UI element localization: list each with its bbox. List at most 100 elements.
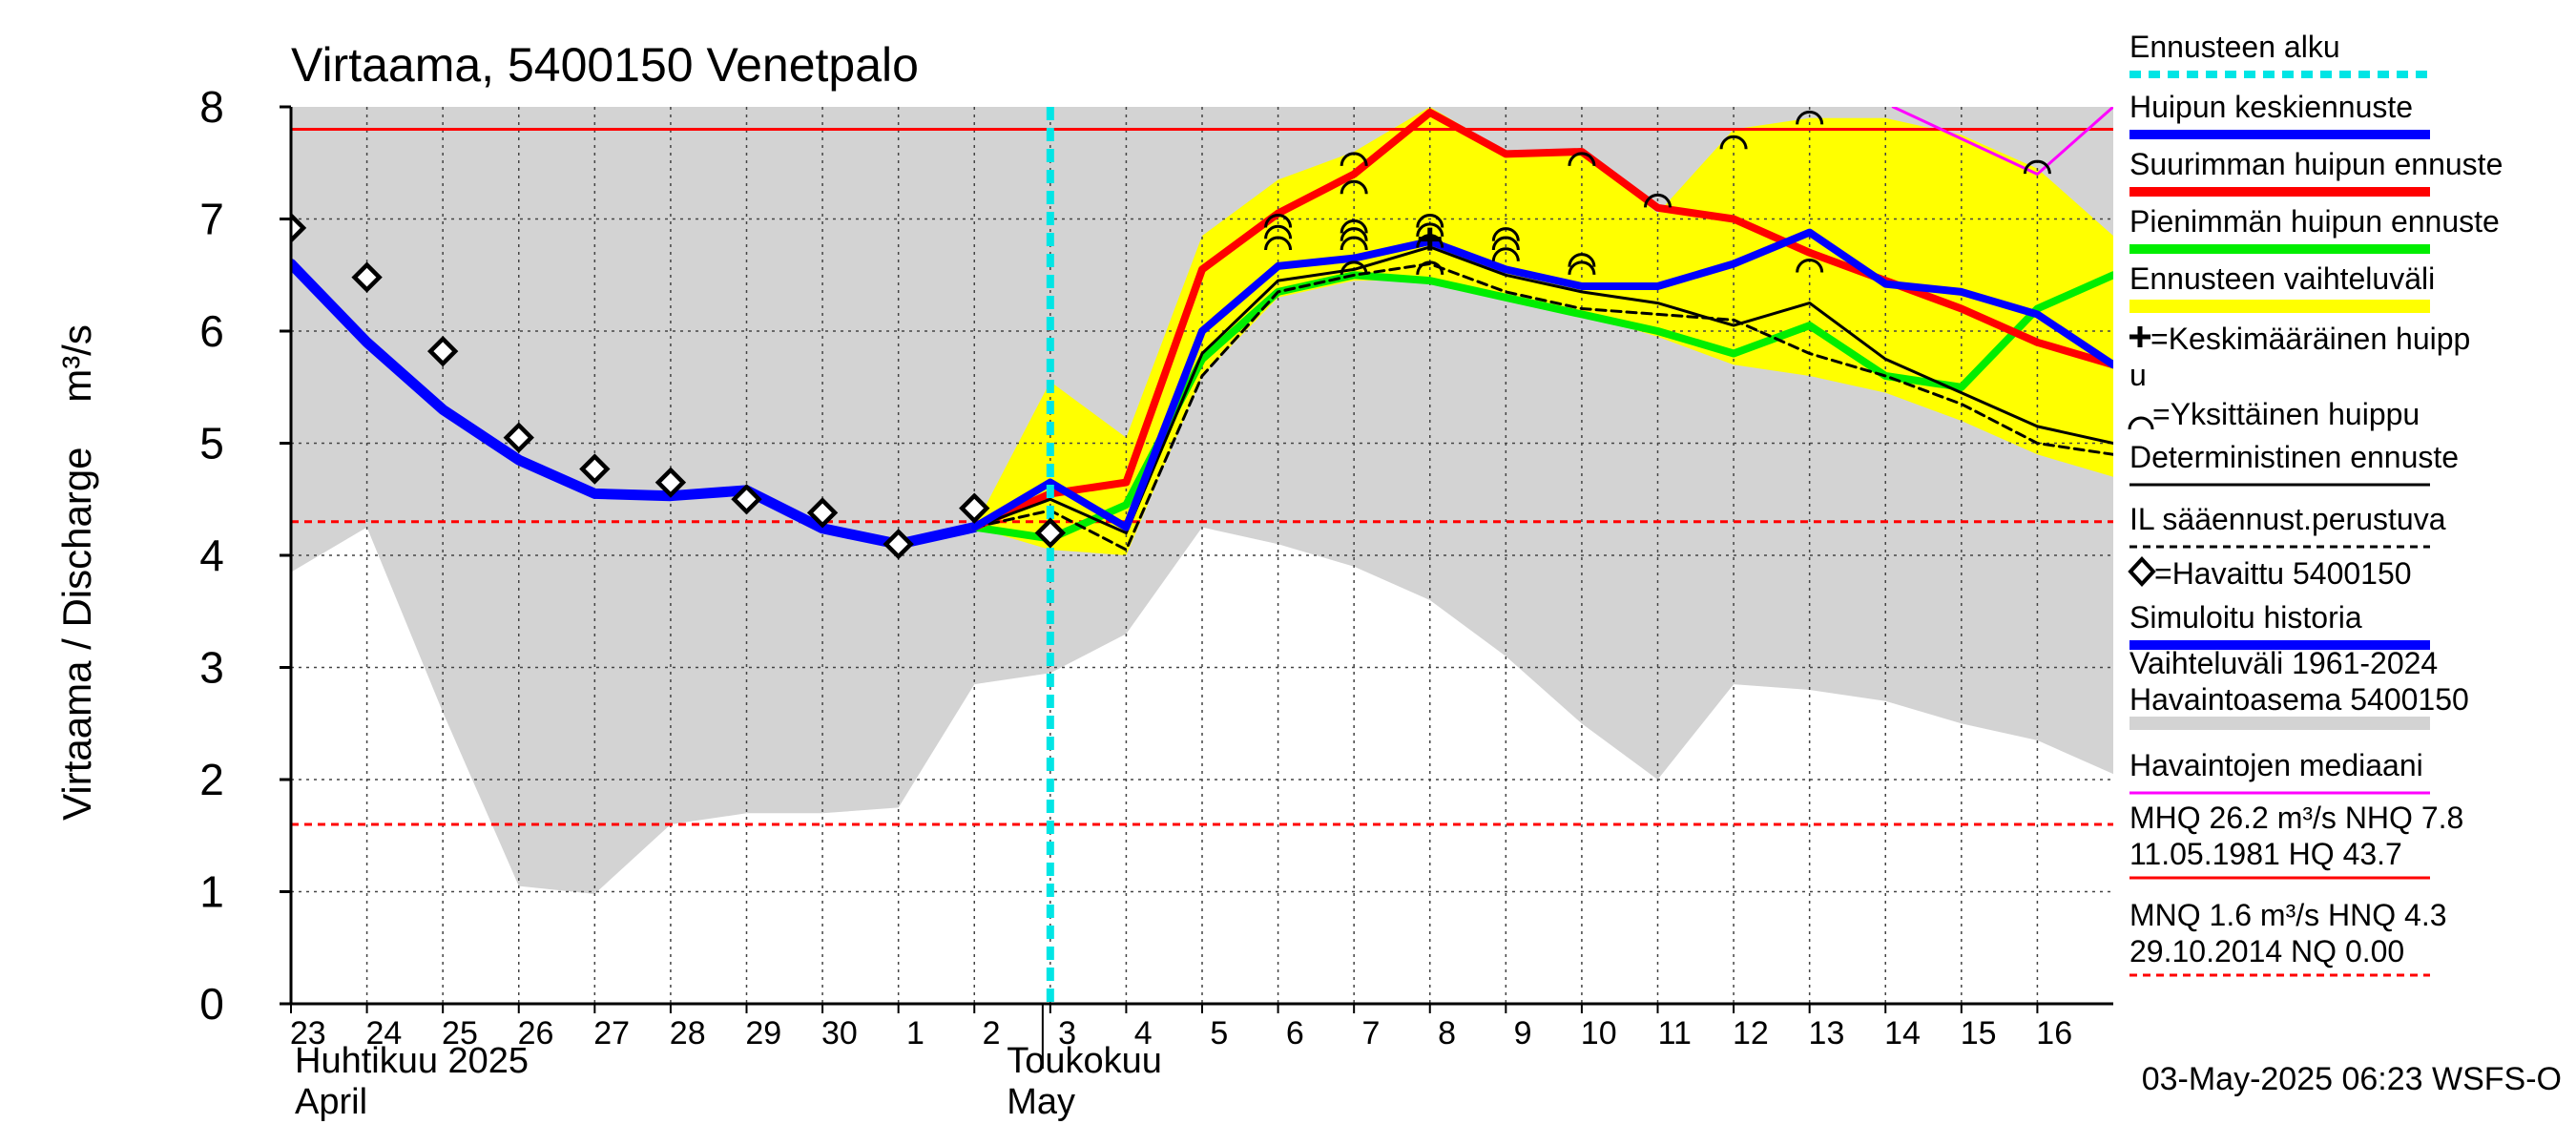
- series-simuloitu-historia: [291, 259, 980, 550]
- observed-marker: [654, 467, 687, 498]
- single-peak-marker: [1719, 135, 1748, 150]
- x-tick-label: 11: [1658, 1015, 1692, 1051]
- series-huipun-keskiennuste: [970, 228, 2113, 531]
- month-label: Huhtikuu 2025: [295, 1041, 529, 1081]
- legend-label: Deterministinen ennuste: [2129, 440, 2459, 474]
- x-tick-label: 25: [442, 1015, 478, 1051]
- x-tick-label: 16: [2036, 1015, 2072, 1051]
- single-peak-marker: [1340, 236, 1368, 251]
- series-suurimman-huipun-ennuste: [970, 108, 2113, 531]
- series-havaintojen-mediaani: [1891, 107, 2113, 176]
- forecast-range-band: [974, 107, 2113, 555]
- single-peak-marker: [1416, 260, 1444, 275]
- legend-item: IL sääennust.perustuva: [2129, 502, 2446, 549]
- observed-marker: [731, 484, 762, 515]
- single-peak-marker: [1568, 260, 1596, 275]
- x-tick-label: 26: [518, 1015, 554, 1051]
- x-tick-label: 27: [593, 1015, 630, 1051]
- y-tick-label: 8: [199, 82, 224, 132]
- legend: Ennusteen alku Huipun keskiennuste Suurimm…: [2128, 30, 2503, 977]
- month-label: Toukokuu: [1007, 1041, 1162, 1081]
- observed-marker: [503, 422, 534, 453]
- x-tick-label: 13: [1809, 1015, 1845, 1051]
- legend-label: Ennusteen alku: [2129, 30, 2340, 64]
- legend-item: Suurimman huipun ennuste: [2129, 147, 2503, 197]
- x-tick-label: 7: [1361, 1015, 1380, 1051]
- legend-item: Pienimmän huipun ennuste: [2129, 204, 2500, 254]
- legend-label-second-line: Havaintoasema 5400150: [2129, 682, 2469, 717]
- single-peak-marker: [1340, 219, 1368, 234]
- legend-label: Ennusteen vaihteluväli: [2129, 261, 2435, 296]
- observed-marker: [806, 497, 839, 529]
- observed-marker: [291, 212, 307, 244]
- y-tick-label: 5: [199, 419, 224, 468]
- legend-label: =Keskimääräinen huipp: [2150, 322, 2470, 356]
- x-tick-label: 14: [1884, 1015, 1921, 1051]
- single-peak-marker: [1568, 253, 1596, 267]
- legend-item: Huipun keskiennuste: [2129, 90, 2430, 139]
- legend-label: MHQ 26.2 m³/s NHQ 7.8: [2129, 801, 2463, 835]
- observed-marker: [1034, 517, 1067, 549]
- x-tick-label: 6: [1286, 1015, 1304, 1051]
- legend-item: Ennusteen vaihteluväli: [2129, 261, 2435, 313]
- y-tick-label: 1: [199, 867, 224, 917]
- legend-item: Havaintojen mediaani: [2129, 748, 2430, 795]
- single-peak-marker: [1340, 179, 1368, 195]
- single-peak-marker: [1491, 236, 1520, 251]
- legend-label: Huipun keskiennuste: [2129, 90, 2413, 124]
- legend-item: =Yksittäinen huippu: [2128, 397, 2420, 431]
- legend-item: MNQ 1.6 m³/s HNQ 4.329.10.2014 NQ 0.00: [2129, 898, 2447, 977]
- observed-marker: [959, 492, 990, 524]
- legend-label: Suurimman huipun ennuste: [2129, 147, 2503, 181]
- single-peak-marker: [1796, 110, 1824, 125]
- legend-item: Ennusteen alku: [2129, 30, 2430, 78]
- single-peak-marker: [1340, 227, 1368, 241]
- y-tick-label: 4: [199, 531, 224, 580]
- legend-label: =Yksittäinen huippu: [2152, 397, 2420, 431]
- x-tick-label: 5: [1210, 1015, 1228, 1051]
- single-peak-marker: [1416, 222, 1444, 238]
- legend-label: IL sääennust.perustuva: [2129, 502, 2446, 536]
- legend-item: =Havaittu 5400150: [2128, 556, 2412, 591]
- observed-marker: [351, 261, 383, 293]
- x-tick-label: 9: [1514, 1015, 1532, 1051]
- x-tick-label: 3: [1058, 1015, 1076, 1051]
- x-tick-label: 23: [290, 1015, 326, 1051]
- legend-item: =Keskimääräinen huippu: [2129, 322, 2470, 392]
- x-tick-label: 4: [1134, 1015, 1153, 1051]
- mean-peak-marker: [1418, 227, 1442, 251]
- series-deterministinen-ennuste: [972, 245, 2113, 534]
- x-tick-label: 28: [670, 1015, 706, 1051]
- single-peak-marker: [1416, 214, 1444, 228]
- range-bands: [291, 107, 2113, 894]
- legend-label-second-line: 11.05.1981 HQ 43.7: [2129, 837, 2402, 871]
- legend-label-second-line: 29.10.2014 NQ 0.00: [2129, 934, 2404, 968]
- legend-label: MNQ 1.6 m³/s HNQ 4.3: [2129, 898, 2447, 932]
- legend-label: =Havaittu 5400150: [2154, 556, 2412, 591]
- y-tick-label: 0: [199, 979, 224, 1029]
- x-tick-label: 29: [745, 1015, 781, 1051]
- y-axis-label: Virtaama / Discharge m³/s: [54, 324, 99, 821]
- single-peak-marker: [1491, 227, 1520, 241]
- x-tick-label: 15: [1961, 1015, 1997, 1051]
- x-tick-label: 24: [365, 1015, 402, 1051]
- single-peak-marker: [1796, 259, 1824, 273]
- legend-label: Vaihteluväli 1961-2024: [2129, 646, 2438, 680]
- single-peak-marker: [1264, 214, 1293, 228]
- single-peak-marker: [1264, 236, 1293, 251]
- observed-marker: [426, 335, 459, 367]
- legend-arc-icon: [2128, 416, 2154, 430]
- legend-item: MHQ 26.2 m³/s NHQ 7.811.05.1981 HQ 43.7: [2129, 801, 2463, 880]
- legend-plus-icon: [2129, 326, 2150, 347]
- single-peak-marker: [1340, 260, 1368, 275]
- x-tick-label: 10: [1581, 1015, 1617, 1051]
- single-peak-marker: [2023, 159, 2051, 175]
- markers: [291, 110, 2051, 560]
- single-peak-marker: [1644, 193, 1672, 208]
- single-peak-marker: [1491, 247, 1520, 261]
- month-label-english: May: [1007, 1082, 1075, 1122]
- legend-item: Deterministinen ennuste: [2129, 440, 2459, 487]
- legend-item: Simuloitu historia: [2129, 600, 2430, 650]
- month-label-english: April: [295, 1082, 367, 1122]
